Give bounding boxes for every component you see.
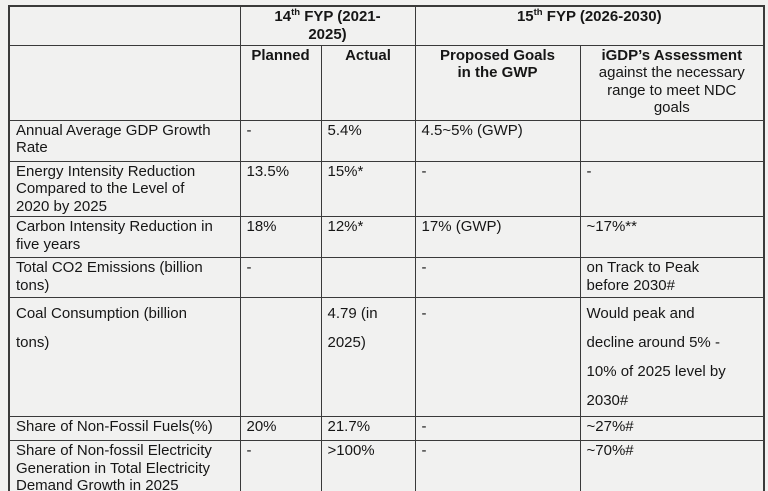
cell-planned xyxy=(239,297,322,417)
header-empty-corner-cell xyxy=(8,5,241,46)
cell-assessment: ~27%# xyxy=(579,416,765,441)
header-row-columns: Planned Actual Proposed Goals in the GWP… xyxy=(8,44,765,121)
cell-actual: 4.79 (in 2025) xyxy=(320,297,416,417)
cell-actual xyxy=(320,257,416,298)
cell-assessment: Would peak and decline around 5% - 10% o… xyxy=(579,297,765,417)
table-row-energy-intensity: Energy Intensity Reduction Compared to t… xyxy=(8,160,765,217)
row-label: Coal Consumption (billion tons) xyxy=(8,297,241,417)
header-empty-label-cell xyxy=(8,44,241,121)
igdp-assessment-title: iGDP’s Assessment xyxy=(601,46,743,64)
fyp-goals-table: 14th FYP (2021- 2025) 15th FYP (2026-2030… xyxy=(8,5,766,491)
cell-assessment xyxy=(579,119,765,162)
cell-proposed: - xyxy=(414,416,581,441)
cell-planned: 13.5% xyxy=(239,160,322,217)
cell-actual: >100% xyxy=(320,440,416,491)
header-igdp-assessment: iGDP’s Assessment against the necessary r… xyxy=(579,44,765,121)
row-label: Share of Non-Fossil Fuels(%) xyxy=(8,416,241,441)
fyp14-text-line1: FYP (2021- xyxy=(300,8,381,25)
cell-planned: - xyxy=(239,257,322,298)
cell-actual: 21.7% xyxy=(320,416,416,441)
cell-proposed: - xyxy=(414,160,581,217)
cell-proposed: - xyxy=(414,297,581,417)
cell-actual: 15%* xyxy=(320,160,416,217)
cell-planned: 18% xyxy=(239,216,322,258)
header-row-fyp-periods: 14th FYP (2021- 2025) 15th FYP (2026-2030… xyxy=(8,5,765,46)
header-actual: Actual xyxy=(320,44,416,121)
fyp15-number: 15 xyxy=(516,8,534,25)
cell-actual: 12%* xyxy=(320,216,416,258)
header-proposed-goals: Proposed Goals in the GWP xyxy=(414,44,581,121)
row-label: Carbon Intensity Reduction in five years xyxy=(8,216,241,258)
fyp15-text: FYP (2026-2030) xyxy=(542,8,662,25)
cell-proposed: - xyxy=(414,440,581,491)
cell-proposed: 4.5~5% (GWP) xyxy=(414,119,581,162)
cell-planned: - xyxy=(239,119,322,162)
row-label: Share of Non-fossil Electricity Generati… xyxy=(8,440,241,491)
row-label: Annual Average GDP Growth Rate xyxy=(8,119,241,162)
table-row-carbon-intensity: Carbon Intensity Reduction in five years… xyxy=(8,216,765,258)
table-row-non-fossil-fuels: Share of Non-Fossil Fuels(%) 20% 21.7% -… xyxy=(8,416,765,441)
cell-assessment: ~70%# xyxy=(579,440,765,491)
cell-planned: 20% xyxy=(239,416,322,441)
fyp14-ordinal: th xyxy=(291,7,301,18)
header-planned: Planned xyxy=(239,44,322,121)
table-row-non-fossil-electricity: Share of Non-fossil Electricity Generati… xyxy=(8,440,765,491)
cell-actual: 5.4% xyxy=(320,119,416,162)
igdp-assessment-subtitle: against the necessary range to meet NDC … xyxy=(598,64,745,116)
cell-assessment: on Track to Peak before 2030# xyxy=(579,257,765,298)
cell-assessment: - xyxy=(579,160,765,217)
row-label: Total CO2 Emissions (billion tons) xyxy=(8,257,241,298)
cell-proposed: 17% (GWP) xyxy=(414,216,581,258)
table-row-co2-emissions: Total CO2 Emissions (billion tons) - - o… xyxy=(8,257,765,298)
cell-assessment: ~17%** xyxy=(579,216,765,258)
fyp15-ordinal: th xyxy=(533,7,543,18)
row-label: Energy Intensity Reduction Compared to t… xyxy=(8,160,241,217)
header-15th-fyp: 15th FYP (2026-2030) xyxy=(414,5,765,46)
fyp14-number: 14 xyxy=(274,8,292,25)
table-row-coal-consumption: Coal Consumption (billion tons) 4.79 (in… xyxy=(8,297,765,417)
fyp14-text-line2: 2025) xyxy=(308,25,347,43)
cell-proposed: - xyxy=(414,257,581,298)
table-row-gdp-growth: Annual Average GDP Growth Rate - 5.4% 4.… xyxy=(8,119,765,162)
cell-planned: - xyxy=(239,440,322,491)
header-14th-fyp: 14th FYP (2021- 2025) xyxy=(239,5,416,46)
